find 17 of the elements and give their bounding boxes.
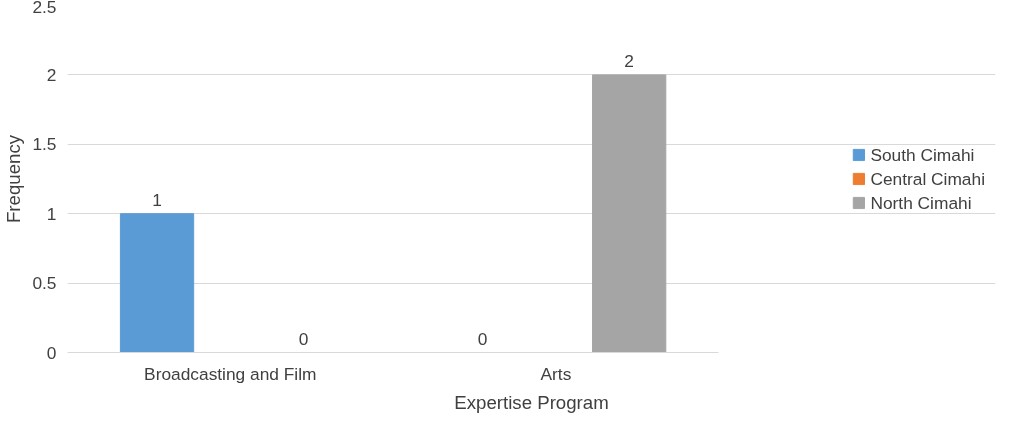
data-label: 0 — [298, 328, 309, 349]
y-tick-label: 2.5 — [32, 0, 57, 17]
legend-label: North Cimahi — [870, 192, 972, 213]
x-axis-title: Expertise Program — [454, 391, 609, 413]
data-label: 1 — [152, 189, 162, 210]
y-tick-label: 0.5 — [32, 273, 57, 294]
y-tick-label: 0 — [46, 342, 57, 363]
y-axis-title: Frequency — [3, 134, 25, 224]
y-tick-label: 1.5 — [32, 134, 57, 155]
y-tick-label: 2 — [46, 64, 57, 85]
legend-label: Central Cimahi — [870, 168, 985, 189]
y-tick-label: 1 — [46, 203, 57, 224]
x-tick-label: Broadcasting and Film — [144, 363, 317, 384]
legend-label: South Cimahi — [870, 144, 975, 165]
data-label: 0 — [477, 328, 488, 349]
data-label: 2 — [624, 50, 635, 71]
x-tick-label: Arts — [540, 363, 572, 384]
